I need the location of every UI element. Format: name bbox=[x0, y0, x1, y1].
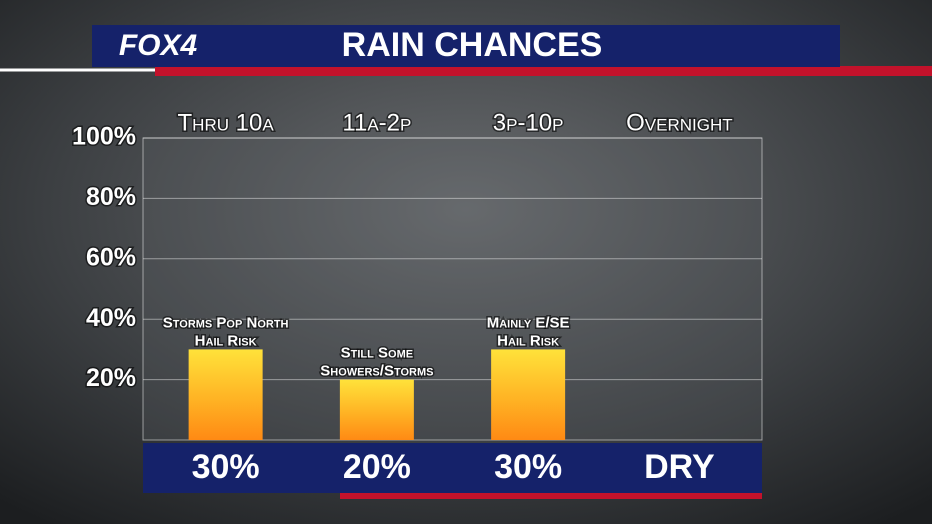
value-bar-stripe bbox=[340, 493, 762, 499]
x-tick-label: 11a-2p bbox=[342, 109, 411, 136]
annotation: Mainly E/SE bbox=[487, 314, 570, 331]
x-tick-label: Overnight bbox=[626, 109, 733, 136]
annotation: Hail Risk bbox=[497, 332, 559, 349]
y-tick-label: 100% bbox=[72, 123, 136, 151]
chart-title: RAIN CHANCES bbox=[342, 26, 603, 64]
bar bbox=[491, 349, 566, 440]
annotation: Showers/Storms bbox=[320, 363, 433, 380]
annotation: Hail Risk bbox=[195, 332, 257, 349]
value-label: 20% bbox=[343, 448, 411, 486]
y-tick-label: 40% bbox=[86, 304, 136, 332]
title-bar bbox=[92, 25, 840, 67]
y-tick-label: 60% bbox=[86, 243, 136, 271]
bar bbox=[339, 379, 414, 440]
annotation: Storms Pop North bbox=[163, 314, 289, 331]
annotation: Still Some bbox=[341, 345, 413, 362]
value-bar bbox=[143, 443, 762, 493]
x-tick-label: Thru 10a bbox=[178, 109, 275, 136]
y-tick-label: 80% bbox=[86, 183, 136, 211]
value-label: DRY bbox=[644, 448, 715, 486]
brand: FOX4 bbox=[119, 29, 198, 62]
bar bbox=[188, 349, 263, 440]
value-label: 30% bbox=[192, 448, 260, 486]
x-tick-label: 3p-10p bbox=[493, 109, 564, 136]
value-label: 30% bbox=[494, 448, 562, 486]
y-tick-label: 20% bbox=[86, 364, 136, 392]
red-stripe bbox=[155, 66, 932, 76]
